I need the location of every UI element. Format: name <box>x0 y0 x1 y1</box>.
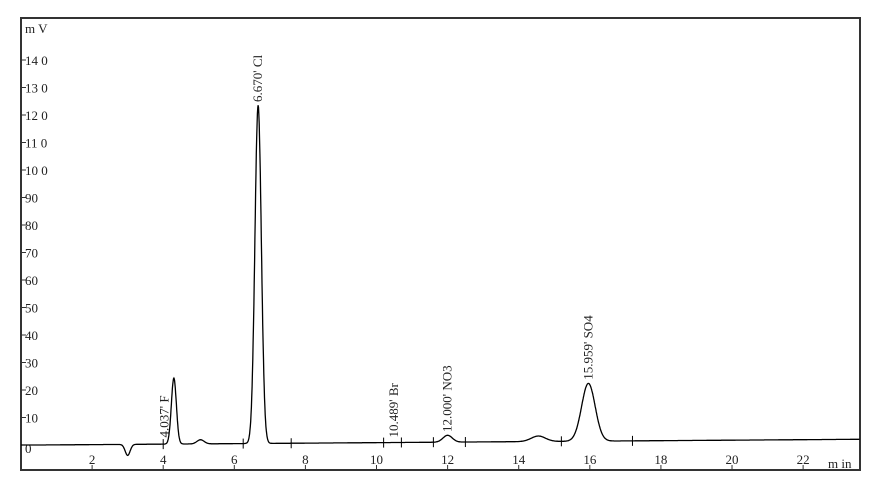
x-tick-label: 12 <box>441 452 454 467</box>
y-tick-label: 14 0 <box>25 53 48 68</box>
y-tick-label: 40 <box>25 328 38 343</box>
y-tick-label: 30 <box>25 356 38 371</box>
x-tick-label: 18 <box>654 452 667 467</box>
y-tick-label: 50 <box>25 301 38 316</box>
y-axis-label: m V <box>25 21 48 36</box>
peak-label: 12.000' NO3 <box>440 365 455 432</box>
signal-trace <box>21 105 860 457</box>
y-tick-label: 70 <box>25 246 38 261</box>
y-tick-label: 12 0 <box>25 108 48 123</box>
peak-label: 10.489' Br <box>386 382 401 437</box>
x-tick-label: 22 <box>797 452 810 467</box>
y-tick-label: 10 <box>25 411 38 426</box>
peak-label: 4.037' F <box>157 395 172 437</box>
y-tick-label: 0 <box>25 441 32 456</box>
x-tick-label: 2 <box>89 452 96 467</box>
x-tick-label: 16 <box>583 452 597 467</box>
y-tick-label: 11 0 <box>25 136 47 151</box>
y-tick-label: 60 <box>25 273 38 288</box>
x-axis-label: m in <box>828 456 852 471</box>
x-tick-label: 6 <box>231 452 238 467</box>
plot-frame <box>20 17 861 471</box>
y-tick-label: 80 <box>25 218 38 233</box>
x-tick-label: 4 <box>160 452 167 467</box>
y-tick-label: 90 <box>25 191 38 206</box>
x-tick-label: 8 <box>302 452 309 467</box>
x-tick-label: 20 <box>726 452 739 467</box>
peak-label: 15.959' SO4 <box>580 315 595 380</box>
x-tick-label: 10 <box>370 452 383 467</box>
x-tick-label: 14 <box>512 452 526 467</box>
y-tick-label: 13 0 <box>25 81 48 96</box>
peak-label: 6.670' Cl <box>250 54 265 102</box>
y-tick-label: 20 <box>25 383 38 398</box>
y-tick-label: 10 0 <box>25 163 48 178</box>
